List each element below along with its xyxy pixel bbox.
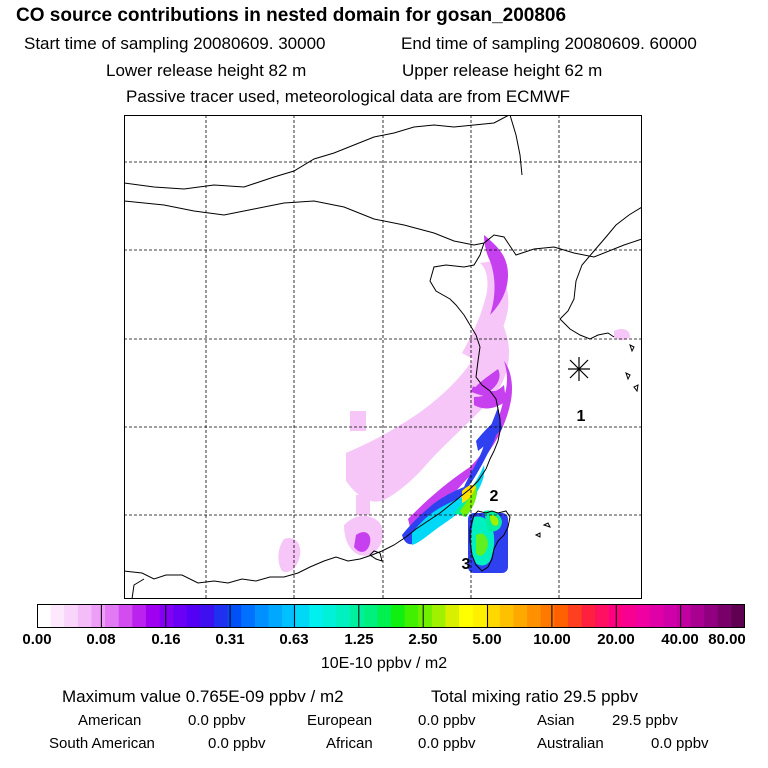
colorbar-tick-label: 10.00 [533, 631, 571, 648]
colorbar [37, 604, 745, 628]
colorbar-cell [254, 604, 270, 628]
upper-release-height-label: Upper release height 62 m [402, 61, 603, 80]
colorbar-cell [554, 604, 569, 628]
colorbar-cell [214, 604, 229, 628]
european-value: 0.0 ppbv [418, 712, 476, 729]
colorbar-cell [472, 604, 487, 628]
map-frame [124, 115, 642, 599]
colorbar-cell [282, 604, 297, 628]
colorbar-cell [431, 604, 447, 628]
colorbar-tick-label: 20.00 [597, 631, 635, 648]
colorbar-cell [622, 604, 637, 628]
colorbar-tick-label: 0.16 [151, 631, 181, 648]
colorbar-cell [200, 604, 215, 628]
colorbar-cell [309, 604, 324, 628]
colorbar-cell [37, 604, 52, 628]
colorbar-tick-label: 0.08 [86, 631, 116, 648]
colorbar-cell [145, 604, 161, 628]
australian-label: Australian [537, 735, 604, 752]
colorbar-tick-label: 0.00 [22, 631, 52, 648]
colorbar-cell [527, 604, 542, 628]
colorbar-cell [350, 604, 365, 628]
colorbar-cell [105, 604, 120, 628]
colorbar-cell [159, 604, 174, 628]
american-value: 0.0 ppbv [188, 712, 246, 729]
start-time-label: Start time of sampling 20080609. 30000 [24, 34, 326, 53]
colorbar-tick-label: 0.31 [215, 631, 245, 648]
total-mixing-ratio: Total mixing ratio 29.5 ppbv [431, 687, 638, 706]
colorbar-tick-label: 5.00 [472, 631, 502, 648]
colorbar-cell [391, 604, 406, 628]
colorbar-tick-label: 2.50 [408, 631, 438, 648]
colorbar-units: 10E-10 ppbv / m2 [320, 655, 448, 672]
colorbar-cell [459, 604, 474, 628]
asian-value: 29.5 ppbv [612, 712, 678, 729]
colorbar-cell [377, 604, 392, 628]
colorbar-cell [77, 604, 93, 628]
colorbar-tick-label: 1.25 [344, 631, 374, 648]
colorbar-cell [91, 604, 106, 628]
tracer-note: Passive tracer used, meteorological data… [126, 87, 571, 106]
african-value: 0.0 ppbv [418, 735, 476, 752]
colorbar-cell [595, 604, 610, 628]
colorbar-cell [731, 604, 745, 628]
receptor-asterisk-icon [568, 357, 590, 381]
colorbar-cell [649, 604, 664, 628]
south-american-label: South American [49, 735, 155, 752]
plume-core [412, 465, 502, 566]
colorbar-cell [540, 604, 555, 628]
african-label: African [326, 735, 373, 752]
plume-violet [354, 235, 512, 552]
south-american-value: 0.0 ppbv [208, 735, 266, 752]
plot-title: CO source contributions in nested domain… [16, 5, 567, 26]
colorbar-cell [513, 604, 528, 628]
colorbar-cell [636, 604, 651, 628]
colorbar-tick-label: 0.63 [279, 631, 309, 648]
colorbar-cell [64, 604, 79, 628]
colorbar-cell [486, 604, 501, 628]
map-label-1: 1 [577, 408, 586, 425]
colorbar-cell [118, 604, 133, 628]
graticule [124, 115, 642, 599]
colorbar-cell [690, 604, 705, 628]
colorbar-cell [663, 604, 678, 628]
australian-value: 0.0 ppbv [651, 735, 709, 752]
end-time-label: End time of sampling 20080609. 60000 [401, 34, 697, 53]
colorbar-cell [568, 604, 583, 628]
colorbar-cell [717, 604, 732, 628]
colorbar-cell [499, 604, 515, 628]
colorbar-cell [445, 604, 460, 628]
colorbar-cell [241, 604, 256, 628]
colorbar-tick-label: 40.00 [661, 631, 699, 648]
colorbar-cell [295, 604, 310, 628]
colorbar-cell [132, 604, 147, 628]
maximum-value: Maximum value 0.765E-09 ppbv / m2 [62, 687, 344, 706]
map-label-3: 3 [462, 556, 471, 573]
colorbar-cell [404, 604, 419, 628]
lower-release-height-label: Lower release height 82 m [106, 61, 307, 80]
colorbar-cell [50, 604, 65, 628]
colorbar-tick-label: 80.00 [708, 631, 746, 648]
colorbar-cell [704, 604, 719, 628]
colorbar-cell [268, 604, 283, 628]
colorbar-cell [227, 604, 242, 628]
asian-label: Asian [537, 712, 575, 729]
coastlines [124, 115, 642, 599]
colorbar-cell [676, 604, 692, 628]
colorbar-cell [322, 604, 338, 628]
colorbar-cell [336, 604, 351, 628]
american-label: American [78, 712, 142, 729]
colorbar-cell [173, 604, 188, 628]
european-label: European [307, 712, 373, 729]
colorbar-cell [418, 604, 433, 628]
colorbar-cell [186, 604, 201, 628]
map-panel: 1 2 3 [124, 115, 642, 599]
colorbar-cell [581, 604, 596, 628]
colorbar-cell [363, 604, 378, 628]
map-label-2: 2 [490, 488, 499, 505]
